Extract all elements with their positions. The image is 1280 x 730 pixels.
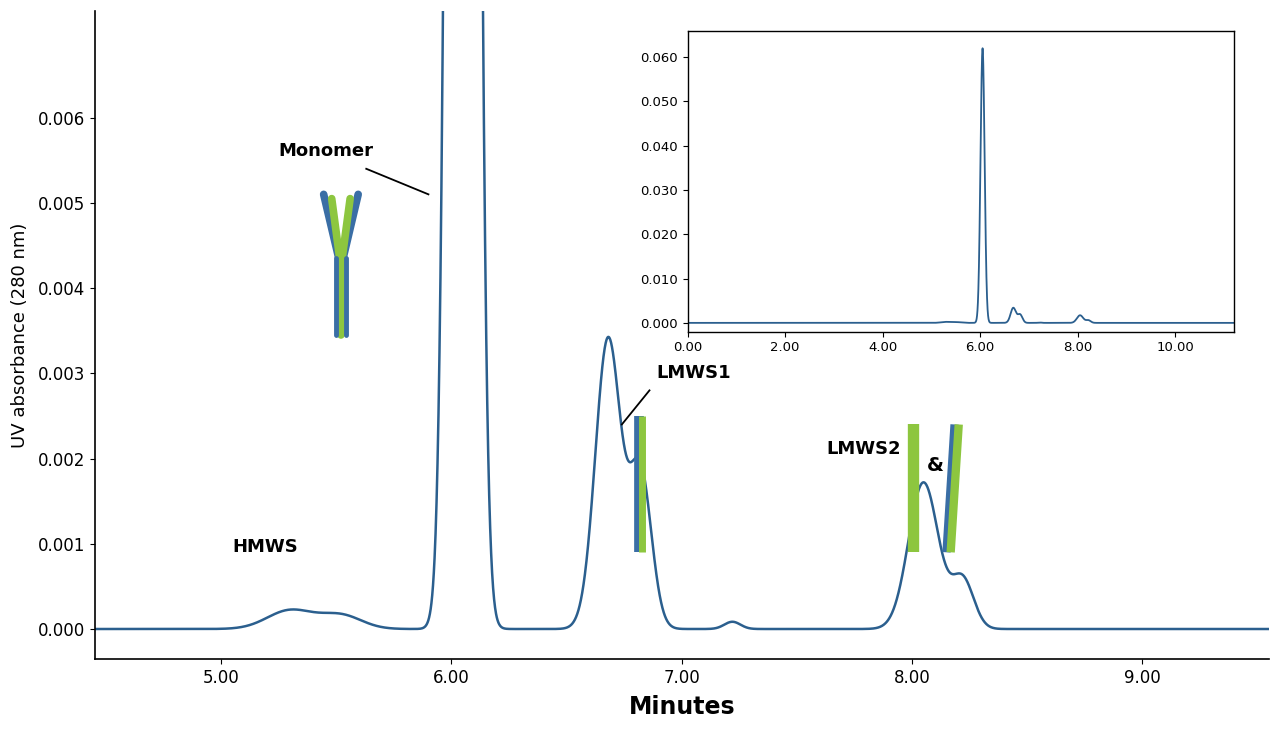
Y-axis label: UV absorbance (280 nm): UV absorbance (280 nm) [12,222,29,447]
Text: LMWS1: LMWS1 [657,364,731,382]
Text: HMWS: HMWS [233,538,298,556]
Text: LMWS2: LMWS2 [827,440,901,458]
Text: &: & [927,456,943,475]
X-axis label: Minutes: Minutes [628,695,735,719]
Text: Monomer: Monomer [279,142,374,160]
